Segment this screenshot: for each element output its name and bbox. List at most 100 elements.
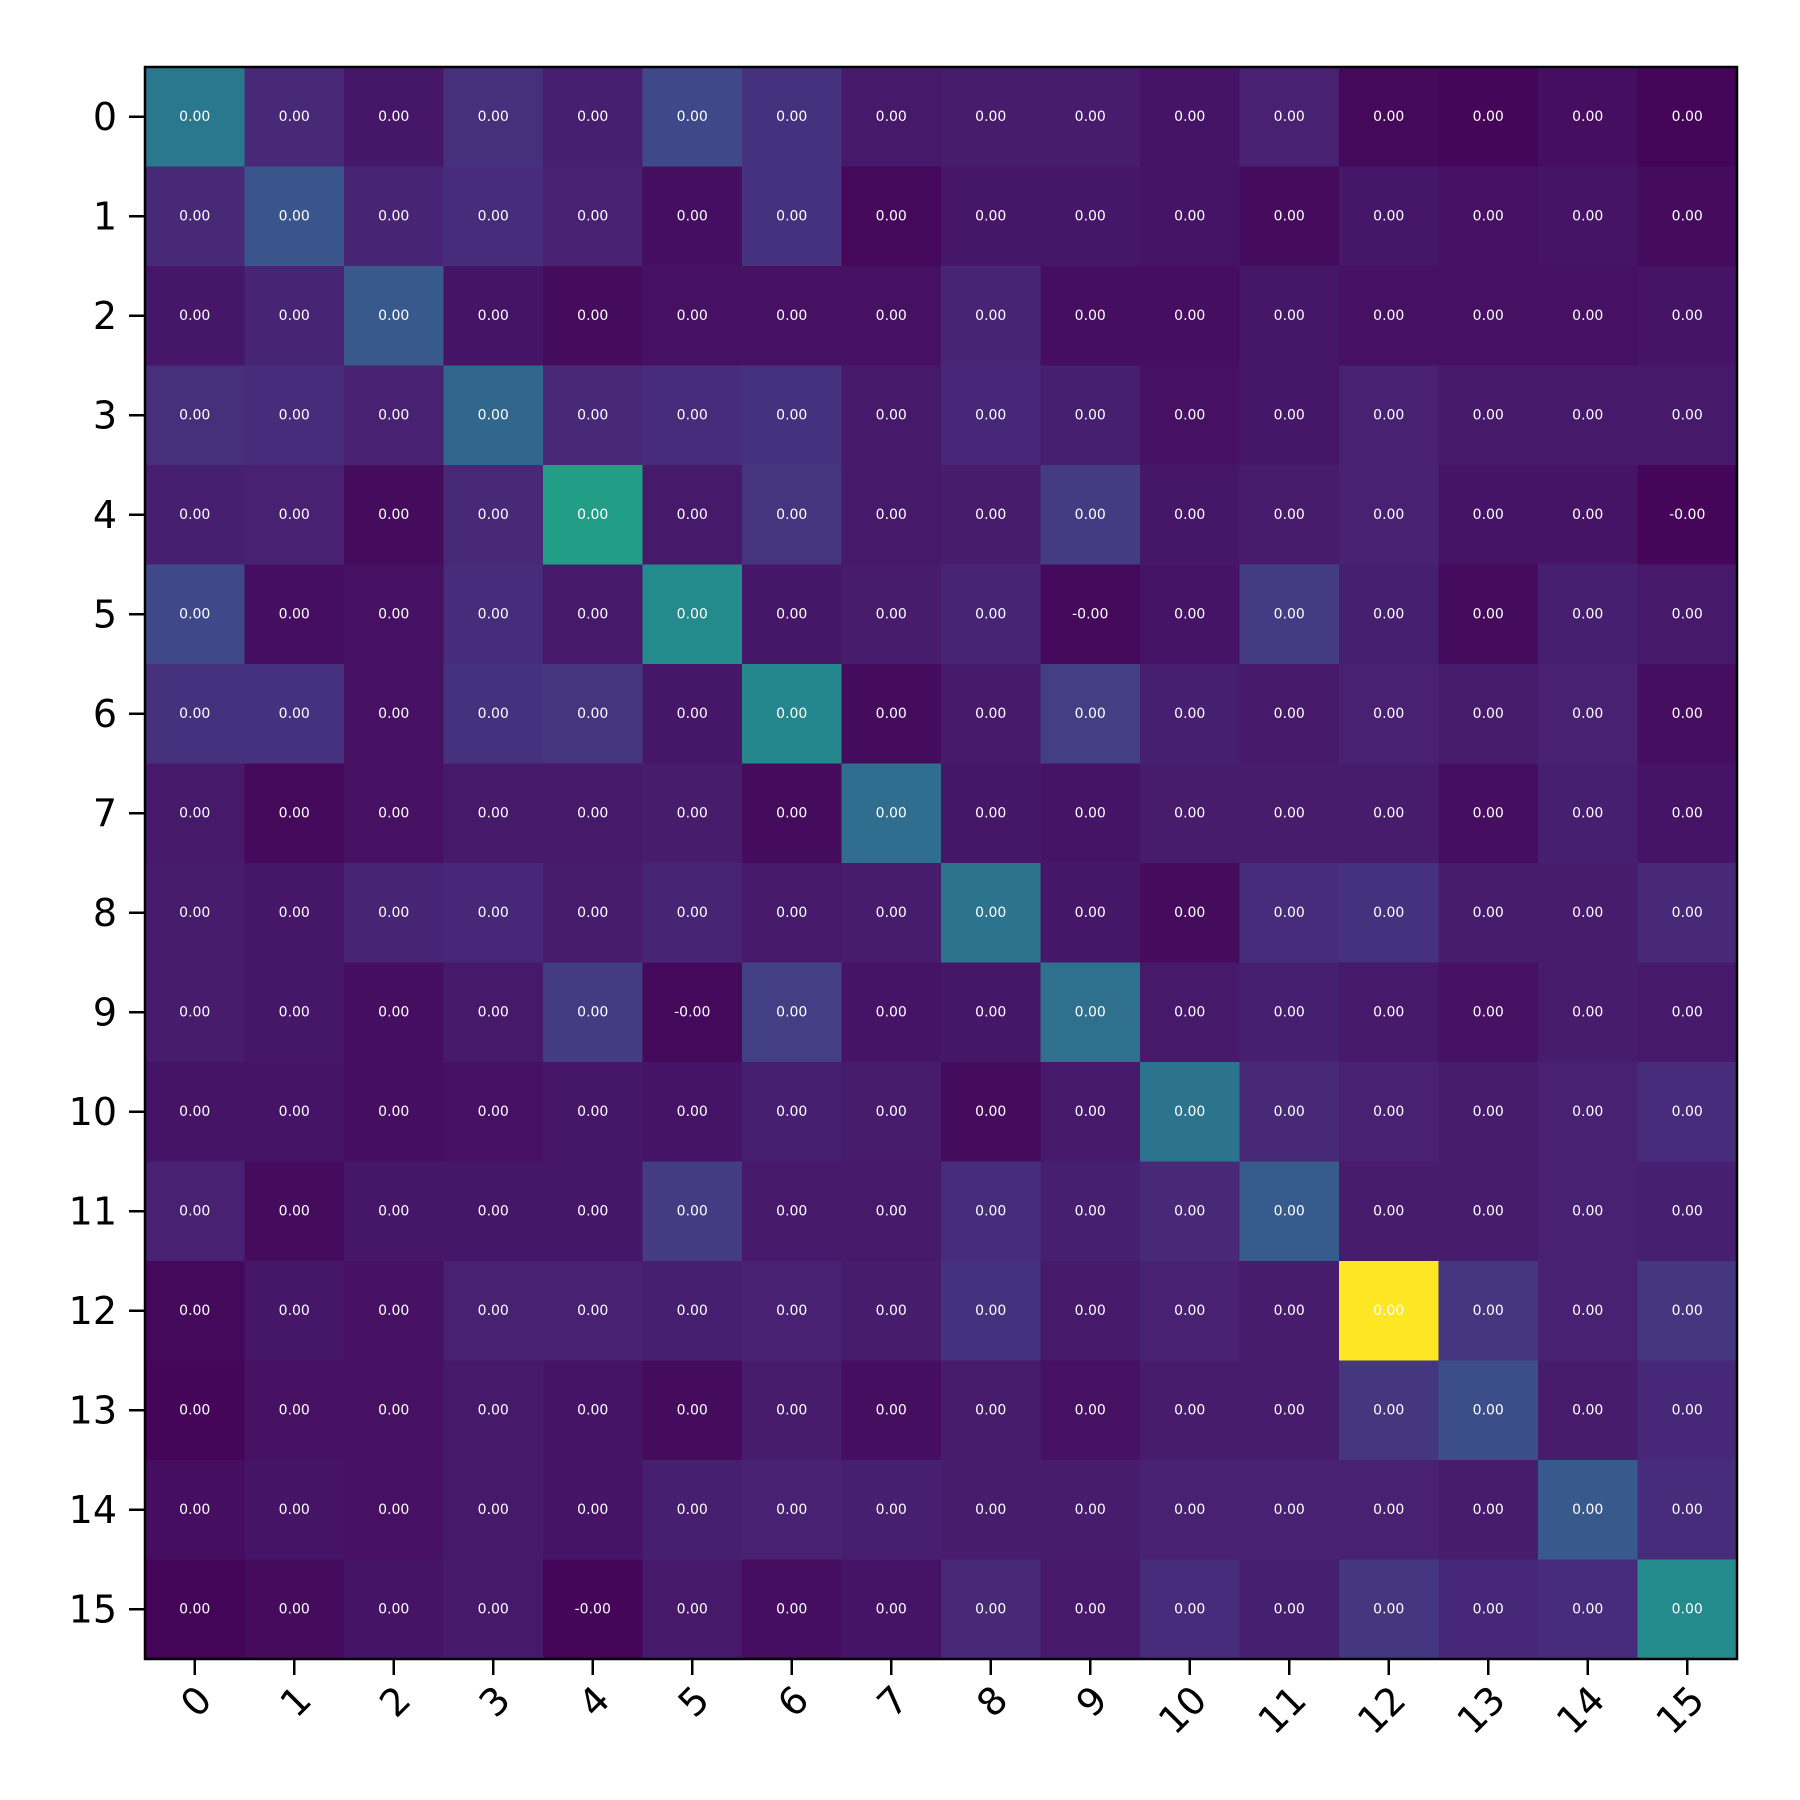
heatmap-cell-2-12 [1339,266,1440,367]
cell-value-label-12-6: 0.00 [776,1303,807,1319]
cell-value-label-10-5: 0.00 [677,1104,708,1120]
cell-value-label-7-8: 0.00 [975,805,1006,821]
heatmap-cell-11-5 [642,1161,743,1262]
heatmap-cell-6-11 [1239,664,1340,765]
heatmap-cell-0-2 [344,67,445,168]
cell-value-label-3-13: 0.00 [1473,407,1504,423]
cell-value-label-14-8: 0.00 [975,1502,1006,1518]
heatmap-cell-3-2 [344,365,445,466]
heatmap-cell-4-4 [543,465,644,566]
heatmap-cell-11-2 [344,1161,445,1262]
cell-value-label-4-8: 0.00 [975,507,1006,523]
cell-value-label-4-2: 0.00 [378,507,409,523]
cell-value-label-2-8: 0.00 [975,308,1006,324]
cell-value-label-0-9: 0.00 [1075,109,1106,125]
cell-value-label-14-15: 0.00 [1672,1502,1703,1518]
cell-value-label-6-15: 0.00 [1672,706,1703,722]
heatmap-cell-13-10 [1140,1360,1241,1461]
heatmap-cell-13-15 [1637,1360,1738,1461]
cell-value-label-7-5: 0.00 [677,805,708,821]
heatmap-cell-12-5 [642,1261,743,1362]
cell-value-label-0-13: 0.00 [1473,109,1504,125]
heatmap-cell-5-6 [742,564,843,665]
heatmap-cell-0-3 [443,67,544,168]
cell-value-label-10-9: 0.00 [1075,1104,1106,1120]
cell-value-label-11-11: 0.00 [1274,1203,1305,1219]
heatmap-cell-9-9 [1040,962,1141,1063]
heatmap-cell-4-2 [344,465,445,566]
cell-value-label-15-3: 0.00 [478,1601,509,1617]
cell-value-label-0-2: 0.00 [378,109,409,125]
cell-value-label-1-14: 0.00 [1572,208,1603,224]
heatmap-cell-15-6 [742,1559,843,1660]
heatmap-cell-1-1 [244,166,345,267]
cell-value-label-11-5: 0.00 [677,1203,708,1219]
heatmap-cell-7-13 [1438,763,1539,864]
cell-value-label-10-12: 0.00 [1373,1104,1404,1120]
x-tick-label: 13 [1448,1677,1513,1742]
cell-value-label-13-5: 0.00 [677,1402,708,1418]
heatmap-cell-12-14 [1538,1261,1639,1362]
heatmap-cell-15-9 [1040,1559,1141,1660]
cell-value-label-9-6: 0.00 [776,1004,807,1020]
cell-value-label-1-3: 0.00 [478,208,509,224]
cell-value-label-7-4: 0.00 [577,805,608,821]
x-tick-label: 3 [471,1677,519,1725]
y-tick-label: 15 [69,1587,117,1631]
heatmap-cell-0-4 [543,67,644,168]
heatmap-cell-2-2 [344,266,445,367]
heatmap-cell-10-1 [244,1062,345,1163]
cell-value-label-0-5: 0.00 [677,109,708,125]
cell-value-label-0-0: 0.00 [179,109,210,125]
cell-value-label-4-7: 0.00 [876,507,907,523]
cell-value-label-15-6: 0.00 [776,1601,807,1617]
heatmap-cell-5-2 [344,564,445,665]
heatmap-cell-3-1 [244,365,345,466]
heatmap-cell-12-9 [1040,1261,1141,1362]
cell-value-label-11-7: 0.00 [876,1203,907,1219]
cell-value-label-14-11: 0.00 [1274,1502,1305,1518]
heatmap-cell-3-13 [1438,365,1539,466]
heatmap-cell-11-3 [443,1161,544,1262]
x-axis: 0 1 2 3 4 5 6 7 8 9 10 11 12 13 14 15 [172,1659,1713,1743]
heatmap-cell-3-8 [941,365,1042,466]
y-tick-label: 8 [93,891,117,935]
heatmap-cell-2-13 [1438,266,1539,367]
y-tick-label: 14 [69,1488,117,1532]
heatmap-cell-5-9 [1040,564,1141,665]
x-tick-label: 8 [968,1677,1016,1725]
y-tick-label: 9 [93,990,117,1034]
cell-value-label-2-5: 0.00 [677,308,708,324]
cell-value-label-15-1: 0.00 [279,1601,310,1617]
heatmap-cell-6-14 [1538,664,1639,765]
cell-value-label-3-14: 0.00 [1572,407,1603,423]
heatmap-cell-12-3 [443,1261,544,1362]
cell-value-label-11-13: 0.00 [1473,1203,1504,1219]
heatmap-cell-14-7 [841,1460,942,1561]
heatmap-cell-9-8 [941,962,1042,1063]
cell-value-label-1-11: 0.00 [1274,208,1305,224]
heatmap-cell-4-13 [1438,465,1539,566]
cell-value-label-12-3: 0.00 [478,1303,509,1319]
heatmap-cell-1-9 [1040,166,1141,267]
heatmap-cell-10-3 [443,1062,544,1163]
heatmap-cell-13-13 [1438,1360,1539,1461]
cell-value-label-3-15: 0.00 [1672,407,1703,423]
heatmap-cell-12-10 [1140,1261,1241,1362]
heatmap-cell-8-10 [1140,863,1241,964]
cell-value-label-15-12: 0.00 [1373,1601,1404,1617]
x-tick-label: 1 [272,1677,320,1725]
heatmap-cell-13-8 [941,1360,1042,1461]
heatmap-cell-1-3 [443,166,544,267]
heatmap-cell-14-5 [642,1460,743,1561]
cell-value-label-1-1: 0.00 [279,208,310,224]
cell-value-label-7-3: 0.00 [478,805,509,821]
plot-frame [143,65,1739,1661]
heatmap-cell-9-6 [742,962,843,1063]
cell-value-label-9-11: 0.00 [1274,1004,1305,1020]
heatmap-cell-12-6 [742,1261,843,1362]
heatmap-cell-15-11 [1239,1559,1340,1660]
heatmap-cell-15-12 [1339,1559,1440,1660]
